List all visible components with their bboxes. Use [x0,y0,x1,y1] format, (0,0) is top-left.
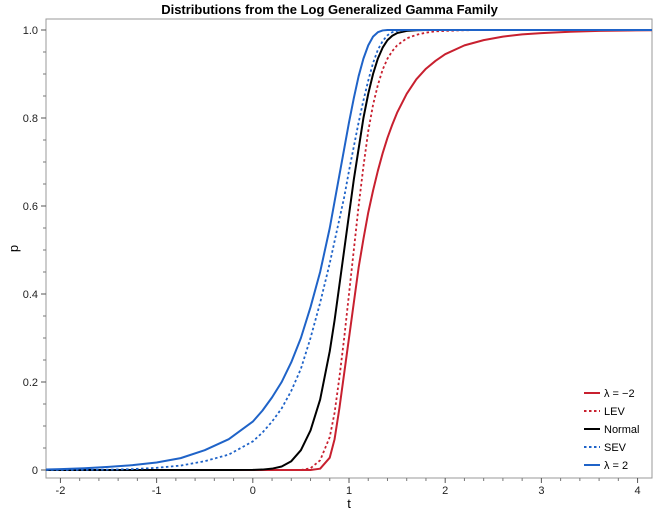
y-axis-label: p [6,245,21,252]
series-line-1 [46,29,652,471]
x-tick-label: 1 [346,485,352,497]
legend-label: λ = 2 [604,460,628,472]
y-tick-label: 0.8 [23,113,38,125]
x-tick-label: 4 [635,485,641,497]
series-line-2 [46,29,652,471]
y-tick-label: 0 [32,465,38,477]
y-tick-label: 1.0 [23,25,38,37]
plot-area-frame [45,18,653,479]
y-tick-label: 0.4 [23,289,38,301]
series-line-0 [46,29,653,471]
x-axis-label: t [347,496,351,511]
legend-label: Normal [604,424,639,436]
x-tick-label: 2 [442,485,448,497]
legend-label: LEV [604,406,625,418]
series-line-4 [45,29,652,471]
y-tick-label: 0.6 [23,201,38,213]
legend-label: SEV [604,442,627,454]
x-tick-label: -1 [152,485,162,497]
x-tick-label: 3 [538,485,544,497]
x-tick-label: -2 [56,485,66,497]
x-tick-label: 0 [250,485,256,497]
legend-label: λ = −2 [604,388,635,400]
chart-title: Distributions from the Log Generalized G… [161,2,498,17]
y-tick-label: 0.2 [23,377,38,389]
series-line-3 [46,29,652,471]
